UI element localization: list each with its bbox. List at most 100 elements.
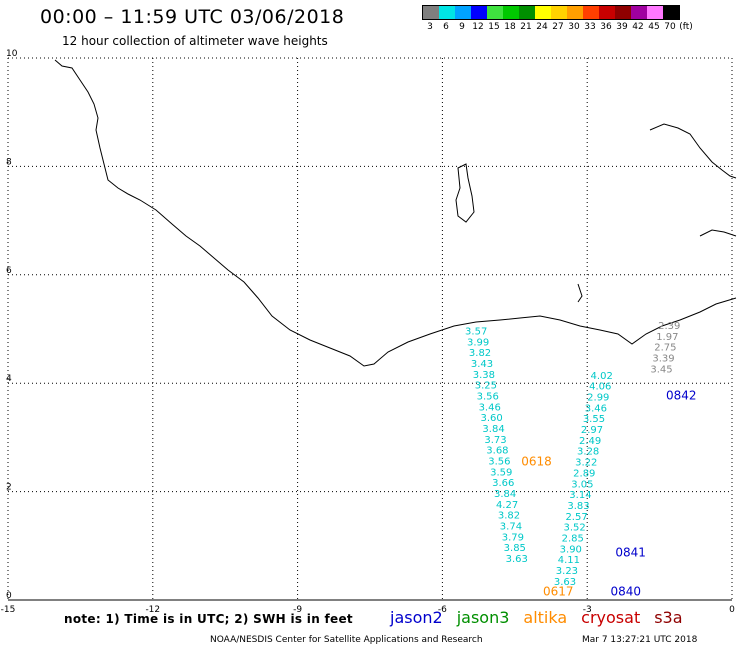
legend-swatch xyxy=(455,6,471,19)
wave-height-value: 4.27 xyxy=(496,500,518,511)
legend-swatch xyxy=(535,6,551,19)
wave-height-value: 3.85 xyxy=(504,543,526,554)
wave-height-value: 3.23 xyxy=(556,566,578,577)
units-note: note: 1) Time is in UTC; 2) SWH is in fe… xyxy=(64,612,353,626)
legend-swatch xyxy=(599,6,615,19)
wave-height-value: 3.45 xyxy=(650,364,672,375)
legend-swatch-label: 3 xyxy=(427,22,433,32)
legend-swatch-label: 36 xyxy=(600,22,612,32)
legend-swatch-label: 18 xyxy=(504,22,516,32)
wave-height-value: 3.90 xyxy=(560,544,582,555)
wave-height-value: 3.79 xyxy=(502,532,524,543)
wave-height-value: 2.97 xyxy=(581,425,603,436)
legend-swatch xyxy=(439,6,455,19)
wave-height-value: 3.43 xyxy=(471,359,493,370)
wave-height-value: 3.25 xyxy=(475,381,497,392)
y-tick-label: 8 xyxy=(6,157,12,167)
legend-swatch xyxy=(503,6,519,19)
legend-swatch-label: 39 xyxy=(616,22,628,32)
generated-timestamp: Mar 7 13:27:21 UTC 2018 xyxy=(582,635,698,645)
wave-height-value: 3.56 xyxy=(488,457,510,468)
wave-height-value: 2.39 xyxy=(658,321,680,332)
mission-legend: jason2 jason3 altika cryosat s3a xyxy=(390,608,697,627)
y-tick-label: 10 xyxy=(6,49,18,59)
river-inlet-outline xyxy=(577,283,583,303)
wave-height-value: 2.85 xyxy=(562,533,584,544)
wave-height-value: 4.02 xyxy=(591,371,613,382)
wave-height-value: 1.97 xyxy=(656,332,678,343)
wave-height-value: 3.84 xyxy=(494,489,516,500)
pass-time-label: 0841 xyxy=(615,546,646,560)
y-tick-label: 2 xyxy=(6,483,12,493)
color-legend: 3 6 9 12 15 18 21 24 27 30 33 36 39 42 45 70 (ft) xyxy=(422,5,693,34)
legend-unit: (ft) xyxy=(679,22,693,32)
pass-labels: 0618 0617 0842 0841 0840 xyxy=(521,388,696,598)
wave-height-value: 3.66 xyxy=(492,478,514,489)
legend-swatch xyxy=(583,6,599,19)
wave-height-value: 3.46 xyxy=(585,403,607,414)
wave-height-value: 3.22 xyxy=(575,458,597,469)
legend-swatch xyxy=(551,6,567,19)
wave-height-value: 3.68 xyxy=(486,446,508,457)
wave-height-value: 2.99 xyxy=(587,393,609,404)
wave-height-value: 3.39 xyxy=(652,354,674,365)
wave-height-value: 3.46 xyxy=(479,402,501,413)
x-tick-label: -3 xyxy=(583,605,592,615)
legend-swatch-label: 33 xyxy=(584,22,596,32)
mission-label: s3a xyxy=(654,608,683,627)
legend-swatch xyxy=(519,6,535,19)
legend-labels: 3 6 9 12 15 18 21 24 27 30 33 36 39 42 45 70 (ft) xyxy=(422,20,693,34)
legend-swatches xyxy=(422,5,680,20)
wave-height-value: 3.73 xyxy=(484,435,506,446)
mission-label: jason3 xyxy=(456,608,510,627)
wave-height-value: 3.82 xyxy=(498,511,520,522)
wave-height-value: 3.82 xyxy=(469,348,491,359)
west-africa-coastline xyxy=(54,59,737,367)
wave-height-value: 3.63 xyxy=(506,554,528,565)
wave-height-value: 3.60 xyxy=(480,413,502,424)
wave-height-value: 3.28 xyxy=(577,447,599,458)
y-tick-label: 6 xyxy=(6,266,12,276)
volta-lake-outline xyxy=(455,163,475,223)
wave-height-value: 4.06 xyxy=(589,382,611,393)
wave-height-value: 3.52 xyxy=(564,523,586,534)
bay-outline xyxy=(699,229,737,237)
mission-label: cryosat xyxy=(581,608,641,627)
wave-height-value: 3.83 xyxy=(567,501,589,512)
legend-swatch-label: 45 xyxy=(648,22,660,32)
wave-height-value: 3.57 xyxy=(465,326,487,337)
legend-swatch xyxy=(647,6,663,19)
wave-height-value: 2.49 xyxy=(579,436,601,447)
x-tick-label: -9 xyxy=(293,605,302,615)
map-subtitle: 12 hour collection of altimeter wave hei… xyxy=(62,34,328,48)
pass-time-label: 0618 xyxy=(521,455,552,469)
credit-line: NOAA/NESDIS Center for Satellite Applica… xyxy=(210,635,483,645)
legend-swatch xyxy=(487,6,503,19)
wave-height-value: 3.74 xyxy=(500,522,522,533)
legend-swatch xyxy=(567,6,583,19)
x-tick-label: -12 xyxy=(145,605,160,615)
wave-height-value: 3.38 xyxy=(473,370,495,381)
legend-swatch xyxy=(471,6,487,19)
legend-swatch-label: 30 xyxy=(568,22,580,32)
coastline xyxy=(54,59,737,367)
wave-height-value: 2.89 xyxy=(573,468,595,479)
legend-swatch xyxy=(663,6,679,19)
wave-height-value: 3.05 xyxy=(571,479,593,490)
wave-height-value: 3.14 xyxy=(569,490,591,501)
wave-height-value: 2.75 xyxy=(654,343,676,354)
pass-time-label: 0840 xyxy=(611,585,642,599)
legend-swatch-label: 12 xyxy=(472,22,484,32)
wave-height-value: 3.55 xyxy=(583,414,605,425)
mission-label: altika xyxy=(523,608,568,627)
y-tick-label: 0 xyxy=(6,591,12,601)
wave-height-value: 3.56 xyxy=(477,391,499,402)
x-tick-label: -15 xyxy=(1,605,16,615)
altimeter-tracks: 3.573.993.823.433.383.253.563.463.603.84… xyxy=(465,321,680,588)
wave-height-value: 3.99 xyxy=(467,337,489,348)
legend-swatch xyxy=(615,6,631,19)
axis-ticks: -15 -12 -9 -6 -3 0 0 2 4 6 8 10 xyxy=(1,49,735,615)
wave-height-value: 3.63 xyxy=(554,577,576,588)
legend-swatch-label: 9 xyxy=(459,22,465,32)
